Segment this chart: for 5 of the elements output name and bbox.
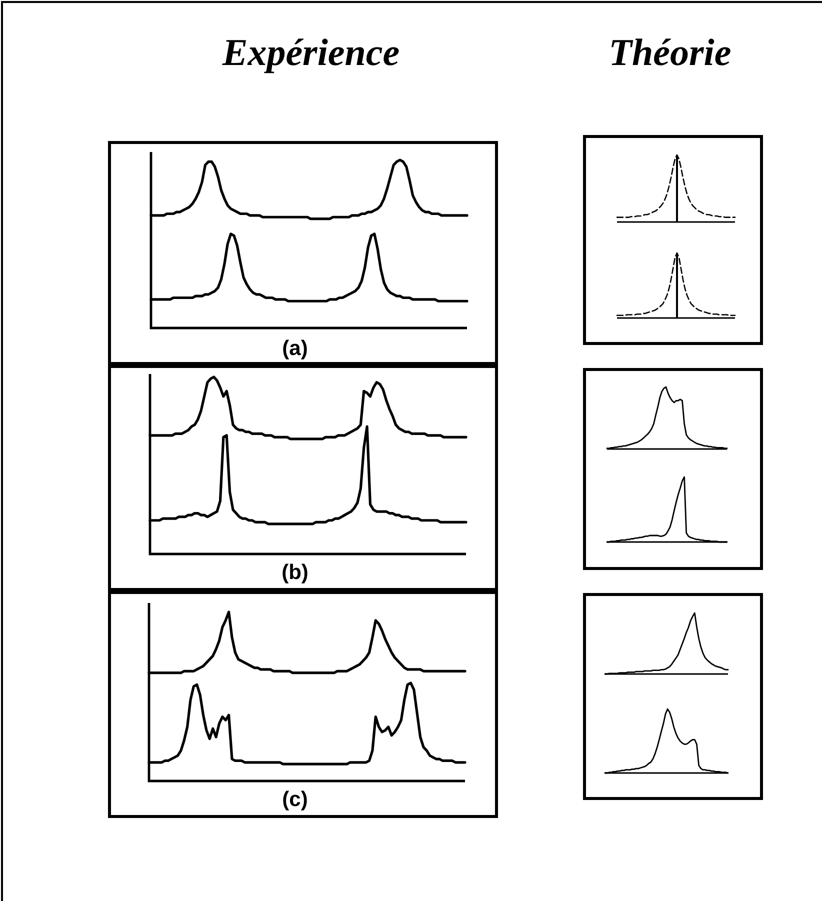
chart-title: Expérience (221, 31, 401, 75)
x-axis-title: (c) (281, 787, 309, 813)
chart-title: Théorie (608, 31, 732, 75)
x-axis-title: (b) (280, 560, 310, 586)
x-axis-title: (a) (281, 336, 309, 362)
